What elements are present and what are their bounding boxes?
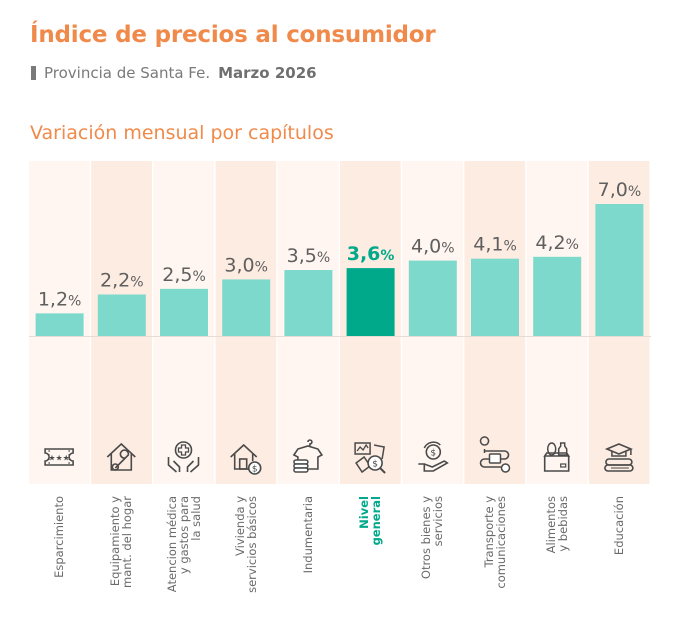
- data-label: 4,1%: [473, 234, 517, 256]
- category-label-line: Indumentaria: [300, 496, 315, 574]
- education-icon: [604, 443, 634, 472]
- data-label-value: 4,1: [473, 234, 503, 256]
- svg-text:$: $: [430, 449, 436, 459]
- data-label: 4,2%: [535, 232, 579, 254]
- bar: [533, 256, 582, 336]
- subtitle-marker: [31, 66, 36, 80]
- subtitle-region: Provincia de Santa Fe.: [44, 64, 211, 82]
- data-label-value: 3,6: [347, 243, 381, 265]
- bar: [346, 268, 395, 336]
- data-label: 4,0%: [411, 236, 455, 258]
- analysis-icon: $: [354, 442, 386, 474]
- svg-text:$: $: [372, 460, 378, 470]
- bar: [408, 260, 457, 336]
- category-label-line: Educación: [611, 496, 626, 556]
- data-label-value: 2,2: [100, 270, 130, 292]
- category-label-line: servicios: [431, 496, 446, 547]
- transport-route-icon: [479, 436, 511, 473]
- subtitle-date: Marzo 2026: [218, 64, 317, 82]
- category-label: Otros bienes y servicios: [419, 496, 446, 579]
- data-label-value: 3,0: [224, 254, 254, 276]
- data-label: 7,0%: [598, 179, 642, 201]
- data-label-unit: %: [380, 248, 394, 264]
- grocery-box-icon: [543, 442, 571, 472]
- category-label: Indumentaria: [300, 496, 315, 574]
- category-label-line: Atencion médica: [164, 496, 179, 593]
- category-label-line: mant. del hogar: [120, 496, 135, 588]
- data-label-value: 3,5: [287, 245, 317, 267]
- data-label: 2,5%: [162, 264, 206, 286]
- category-label-line: servicios básicos: [244, 496, 259, 593]
- data-label-unit: %: [255, 259, 268, 275]
- data-label: 2,2%: [100, 270, 144, 292]
- bar: [97, 294, 146, 336]
- ticket-icon: ★★★: [44, 448, 74, 466]
- bar: [222, 279, 271, 336]
- data-label-value: 4,2: [535, 232, 565, 254]
- bar: [35, 313, 84, 336]
- clothes-icon: [292, 439, 324, 473]
- data-label-unit: %: [68, 293, 81, 309]
- bar: [160, 288, 208, 336]
- bar: [471, 258, 519, 336]
- category-label: Vivienda y servicios básicos: [232, 496, 259, 593]
- section-title: Variación mensual por capítulos: [30, 122, 334, 144]
- category-label-line: y gastos para: [176, 496, 191, 575]
- data-label-value: 1,2: [38, 288, 68, 310]
- health-hands-icon: [167, 441, 200, 473]
- data-label-value: 7,0: [598, 179, 628, 201]
- data-label-unit: %: [566, 237, 579, 253]
- category-label: Nivel general: [357, 496, 384, 546]
- data-label: 3,5%: [287, 245, 331, 267]
- data-label-unit: %: [192, 269, 205, 285]
- data-label: 1,2%: [38, 288, 82, 310]
- category-label-line: general: [369, 496, 384, 546]
- data-label: 3,0%: [224, 254, 268, 276]
- category-label: Educación: [611, 496, 626, 556]
- category-label-line: la salud: [188, 496, 203, 541]
- house-dollar-icon: $: [230, 443, 262, 475]
- category-label-line: y bebidas: [555, 496, 570, 552]
- bar: [595, 204, 644, 336]
- data-label-unit: %: [130, 275, 143, 291]
- subtitle: Provincia de Santa Fe. Marzo 2026: [31, 64, 317, 82]
- svg-text:$: $: [252, 465, 258, 475]
- money-hand-icon: $: [418, 441, 449, 472]
- data-label-value: 4,0: [411, 236, 441, 258]
- house-wrench-icon: [106, 442, 136, 471]
- category-label-line: comunicaciones: [493, 496, 508, 589]
- category-label-line: Transporte y: [481, 496, 496, 568]
- category-label: Atencion médica y gastos para la salud: [164, 496, 203, 593]
- data-label: 3,6%: [347, 243, 395, 265]
- data-label-unit: %: [628, 184, 641, 200]
- data-label-unit: %: [317, 250, 330, 266]
- data-label-value: 2,5: [162, 264, 192, 286]
- category-label-line: Vivienda y: [232, 496, 247, 556]
- data-label-unit: %: [441, 241, 454, 257]
- bar: [284, 270, 333, 336]
- category-label-line: Alimentos: [543, 496, 558, 554]
- category-label: Equipamiento y mant. del hogar: [108, 496, 135, 588]
- category-label: Esparcimiento: [52, 496, 67, 578]
- page-title: Índice de precios al consumidor: [30, 22, 436, 48]
- category-label: Transporte y comunicaciones: [481, 496, 508, 589]
- svg-text:★★★: ★★★: [48, 454, 70, 463]
- data-label-unit: %: [503, 239, 516, 255]
- category-label: Alimentos y bebidas: [543, 496, 570, 554]
- category-label-line: Esparcimiento: [52, 496, 67, 578]
